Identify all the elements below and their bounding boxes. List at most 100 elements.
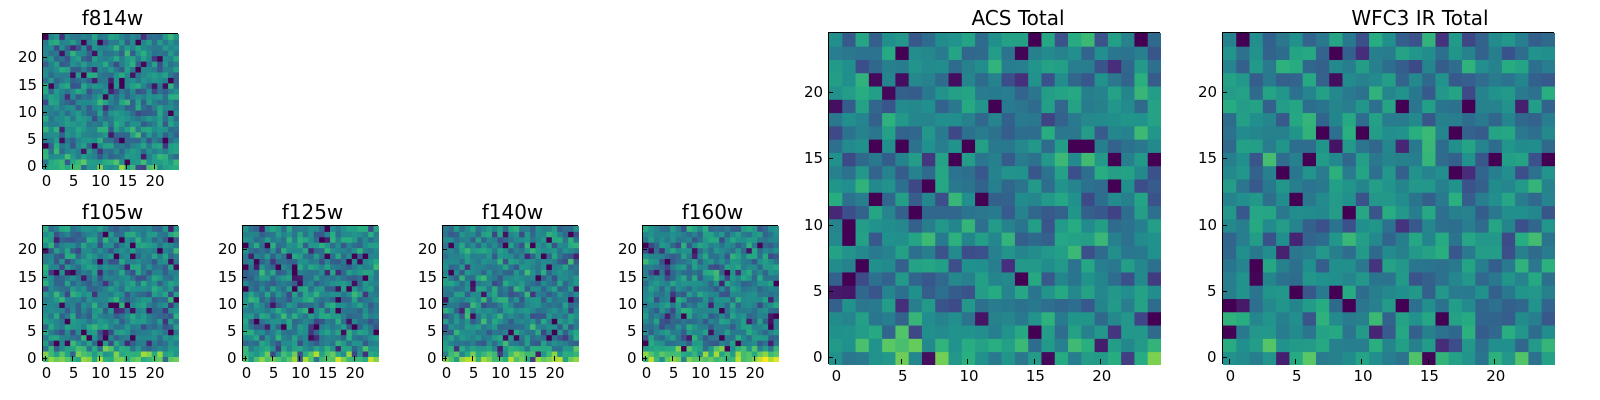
heatmap-cell (151, 351, 158, 357)
heatmap-cell (281, 264, 287, 270)
heatmap-cell (868, 258, 883, 273)
heatmap-cell (1107, 311, 1122, 326)
heatmap-cell (713, 285, 720, 292)
heatmap-cell (497, 269, 504, 276)
heatmap-cell (1028, 179, 1042, 193)
heatmap-cell (162, 226, 169, 232)
heatmap-cell (453, 274, 460, 281)
heatmap-cell (373, 307, 379, 314)
heatmap-cell (113, 44, 120, 51)
heatmap-cell (108, 345, 115, 352)
heatmap-cell (264, 280, 271, 287)
heatmap-cell (448, 345, 455, 352)
heatmap-cell (173, 34, 179, 40)
heatmap-cell (1475, 139, 1489, 153)
heatmap-cell (681, 356, 687, 362)
heatmap-cell (1262, 46, 1277, 60)
heatmap-cell (146, 153, 153, 160)
heatmap-cell (459, 334, 466, 341)
heatmap-cell (735, 269, 742, 276)
heatmap-cell (135, 61, 142, 68)
heatmap-cell (935, 192, 949, 207)
heatmap-cell (1289, 139, 1304, 153)
heatmap-cell (357, 247, 364, 254)
heatmap-cell (735, 258, 742, 265)
heatmap-cell (173, 247, 179, 254)
heatmap-cell (264, 351, 271, 357)
heatmap-cell (757, 226, 764, 232)
heatmap-cell (86, 280, 93, 287)
heatmap-cell (119, 66, 125, 73)
heatmap-cell (773, 231, 779, 238)
heatmap-cell (113, 307, 120, 314)
heatmap-cell (475, 291, 482, 298)
heatmap-cell (48, 280, 55, 287)
x-tick-mark (99, 164, 101, 169)
heatmap-cell (730, 323, 736, 330)
heatmap-cell (368, 296, 374, 303)
heatmap-cell (1121, 139, 1135, 153)
heatmap-cell (64, 269, 71, 276)
heatmap-cell (762, 334, 769, 341)
heatmap-cell (113, 126, 120, 133)
heatmap-cell (59, 99, 66, 106)
heatmap-cell (708, 242, 715, 249)
heatmap-cell (119, 82, 125, 89)
heatmap-cell (248, 280, 255, 287)
heatmap-cell (1236, 59, 1250, 74)
x-tick-mark (1295, 359, 1297, 364)
heatmap-cell (59, 137, 66, 144)
heatmap-cell (1014, 245, 1029, 260)
heatmap-cell (124, 44, 131, 51)
heatmap-cell (868, 112, 883, 127)
heatmap-cell (140, 274, 147, 281)
heatmap-cell (757, 247, 764, 254)
heatmap-cell (91, 121, 98, 127)
heatmap-cell (1541, 112, 1555, 127)
heatmap-cell (502, 291, 509, 298)
heatmap-cell (1028, 72, 1042, 87)
heatmap-cell (75, 274, 82, 281)
heatmap-cell (130, 142, 136, 149)
heatmap-cell (1355, 232, 1370, 246)
heatmap-cell (497, 258, 504, 265)
heatmap-cell (97, 269, 104, 276)
heatmap-cell (81, 66, 87, 73)
heatmap-cell (81, 142, 87, 149)
heatmap-cell (1355, 139, 1370, 153)
heatmap-cell (253, 302, 260, 308)
x-tick-label: 20 (1486, 367, 1506, 385)
heatmap-cell (486, 236, 493, 243)
heatmap-cell (524, 351, 531, 357)
heatmap-cell (1262, 205, 1277, 220)
heatmap-cell (908, 152, 923, 167)
heatmap-cell (1147, 258, 1161, 273)
heatmap-cell (313, 291, 320, 298)
heatmap-cell (275, 242, 282, 249)
heatmap-cell (75, 115, 82, 122)
heatmap-cell (302, 258, 309, 265)
heatmap-cell (346, 323, 353, 330)
heatmap-cell (1147, 351, 1161, 365)
heatmap-cell (448, 329, 455, 336)
heatmap-cell (135, 77, 142, 84)
heatmap-cell (773, 274, 779, 281)
heatmap-cell (1134, 245, 1149, 260)
heatmap-cell (302, 226, 309, 232)
heatmap-image (1223, 33, 1555, 365)
y-tick-label: 20 (18, 48, 38, 67)
heatmap-cell (497, 280, 504, 287)
heatmap-cell (1369, 165, 1383, 180)
heatmap-cell (168, 34, 174, 40)
heatmap-cell (648, 285, 655, 292)
heatmap-cell (330, 334, 336, 341)
heatmap-cell (1462, 179, 1476, 193)
heatmap-cell (481, 329, 487, 336)
heatmap-cell (746, 242, 753, 249)
heatmap-cell (308, 274, 315, 281)
heatmap-cell (162, 296, 169, 303)
heatmap-cell (373, 334, 379, 341)
heatmap-cell (259, 296, 266, 303)
heatmap-cell (557, 318, 564, 325)
heatmap-cell (53, 313, 60, 319)
